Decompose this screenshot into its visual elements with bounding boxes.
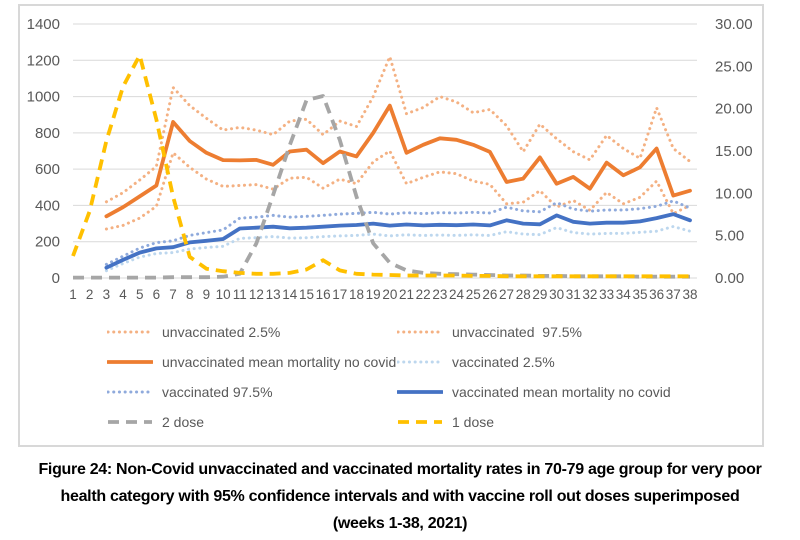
x-axis-tick-label: 19	[366, 287, 381, 302]
legend-line-sample-dot-icon	[107, 330, 153, 334]
legend-item-vaccinated-mean-mortality-no-covid: vaccinated mean mortality no covid	[397, 377, 800, 407]
caption-line-2: health category with 95% confidence inte…	[60, 488, 740, 505]
left-axis-tick-label: 600	[35, 161, 60, 178]
legend-item-unvaccinated-2-5-: unvaccinated 2.5%	[107, 317, 397, 347]
x-axis-tick-label: 36	[649, 287, 664, 302]
left-axis-tick-label: 1400	[27, 16, 60, 33]
left-axis-tick-label: 400	[35, 197, 60, 214]
x-axis-tick-label: 20	[382, 287, 397, 302]
x-axis-tick-label: 5	[136, 287, 144, 302]
x-axis-tick-label: 2	[86, 287, 94, 302]
legend-line-sample-dot-icon	[107, 390, 153, 394]
x-axis-tick-label: 17	[332, 287, 347, 302]
legend-line-sample-solid-icon	[397, 390, 443, 394]
x-axis-tick-label: 12	[249, 287, 264, 302]
x-axis-tick-label: 14	[282, 287, 298, 302]
legend-line-sample-dot-icon	[397, 330, 443, 334]
legend-label: 1 dose	[452, 414, 495, 430]
x-axis-tick-label: 30	[549, 287, 564, 302]
left-axis-tick-label: 800	[35, 125, 60, 142]
series-line-unvaccinated-mean-mortality-no-covid	[104, 103, 692, 219]
series-line-unvaccinated-2-5-	[104, 149, 692, 231]
chart-area: 0 200 400 600 800 1000 1200 1400 0.00 5.00 10.00 15…	[18, 4, 764, 447]
legend-line-sample-dot-icon	[397, 360, 443, 364]
x-axis-tick-label: 10	[216, 287, 231, 302]
x-axis-tick-label: 35	[632, 287, 647, 302]
x-axis-tick-label: 23	[432, 287, 447, 302]
right-axis-tick-label: 20.00	[715, 101, 753, 118]
x-axis-tick-label: 24	[449, 287, 465, 302]
x-axis-tick-label: 21	[399, 287, 414, 302]
x-axis-tick-label: 15	[299, 287, 314, 302]
legend-label: 2 dose	[162, 414, 205, 430]
x-axis-tick-label: 1	[69, 287, 77, 302]
series-line-vaccinated-mean-mortality-no-covid	[104, 212, 692, 270]
x-axis-tick-label: 32	[582, 287, 597, 302]
legend-label: vaccinated 97.5%	[162, 384, 273, 400]
x-axis-tick-label: 33	[599, 287, 614, 302]
x-axis-tick-label: 16	[316, 287, 331, 302]
legend-line-sample-solid-icon	[107, 360, 153, 364]
x-axis-tick-label: 8	[186, 287, 194, 302]
series-line-vaccinated-97-5-	[104, 199, 692, 266]
left-axis-tick-label: 1000	[27, 89, 60, 106]
legend-label: vaccinated 2.5%	[452, 354, 555, 370]
x-axis-tick-label: 7	[169, 287, 177, 302]
series-line-2-dose	[73, 94, 690, 280]
left-axis-tick-label: 0	[52, 270, 60, 287]
legend-label: vaccinated mean mortality no covid	[452, 384, 671, 400]
series-line-1-dose	[71, 53, 690, 279]
x-axis-tick-label: 38	[682, 287, 697, 302]
x-axis-tick-label: 31	[566, 287, 581, 302]
x-axis-tick-label: 27	[499, 287, 514, 302]
x-axis-labels: 1 2 3 4 5 6 7 8 9 10 11 12 13 14 15 16 17 18 19 20 21 22 23 24 2…	[69, 287, 697, 302]
legend-line-sample-dash-icon	[108, 420, 152, 424]
mortality-line-chart: 02004006008001000120014000.005.0010.0015…	[27, 16, 753, 302]
x-axis-tick-label: 28	[516, 287, 531, 302]
x-axis-tick-label: 18	[349, 287, 364, 302]
legend-item-vaccinated-2-5-: vaccinated 2.5%	[397, 347, 800, 377]
legend-item-unvaccinated-97-5-: unvaccinated 97.5%	[397, 317, 800, 347]
legend-label: unvaccinated 2.5%	[162, 324, 281, 340]
legend-label: unvaccinated 97.5%	[452, 324, 582, 340]
left-axis-labels: 0 200 400 600 800 1000 1200 1400	[27, 16, 60, 287]
series-line-unvaccinated-97-5-	[104, 55, 692, 204]
x-axis-tick-label: 6	[153, 287, 161, 302]
x-axis-tick-label: 34	[616, 287, 632, 302]
right-axis-tick-label: 5.00	[715, 228, 744, 245]
right-axis-tick-label: 10.00	[715, 185, 753, 202]
legend-item-2-dose: 2 dose	[107, 407, 397, 437]
right-axis-tick-label: 15.00	[715, 143, 753, 160]
x-axis-tick-label: 3	[103, 287, 111, 302]
right-axis-tick-label: 0.00	[715, 270, 744, 287]
x-axis-tick-label: 26	[482, 287, 497, 302]
legend-label: unvaccinated mean mortality no covid	[162, 354, 397, 370]
x-axis-tick-label: 37	[666, 287, 681, 302]
series-line-vaccinated-2-5-	[104, 225, 692, 273]
x-axis-tick-label: 11	[233, 287, 247, 302]
right-axis-labels: 0.00 5.00 10.00 15.00 20.00 25.00 30.00	[715, 16, 753, 287]
x-axis-tick-label: 4	[119, 287, 127, 302]
x-axis-tick-label: 25	[466, 287, 481, 302]
caption-line-1: Figure 24: Non-Covid unvaccinated and va…	[38, 461, 762, 478]
x-axis-tick-label: 22	[416, 287, 431, 302]
legend-line-sample-dash-icon	[398, 420, 442, 424]
left-axis-tick-label: 200	[35, 234, 60, 251]
left-axis-tick-label: 1200	[27, 52, 60, 69]
x-axis-tick-label: 29	[532, 287, 547, 302]
legend-item-1-dose: 1 dose	[397, 407, 800, 437]
caption-line-3: (weeks 1-38, 2021)	[332, 515, 468, 532]
right-axis-tick-label: 30.00	[715, 16, 753, 33]
legend-item-vaccinated-97-5-: vaccinated 97.5%	[107, 377, 397, 407]
chart-legend: unvaccinated 2.5% unvaccinated 97.5% unvac…	[20, 317, 800, 437]
figure-caption: Figure 24: Non-Covid unvaccinated and va…	[0, 456, 800, 537]
x-axis-tick-label: 13	[266, 287, 281, 302]
legend-item-unvaccinated-mean-mortality-no-covid: unvaccinated mean mortality no covid	[107, 347, 397, 377]
x-axis-tick-label: 9	[203, 287, 211, 302]
right-axis-tick-label: 25.00	[715, 58, 753, 75]
